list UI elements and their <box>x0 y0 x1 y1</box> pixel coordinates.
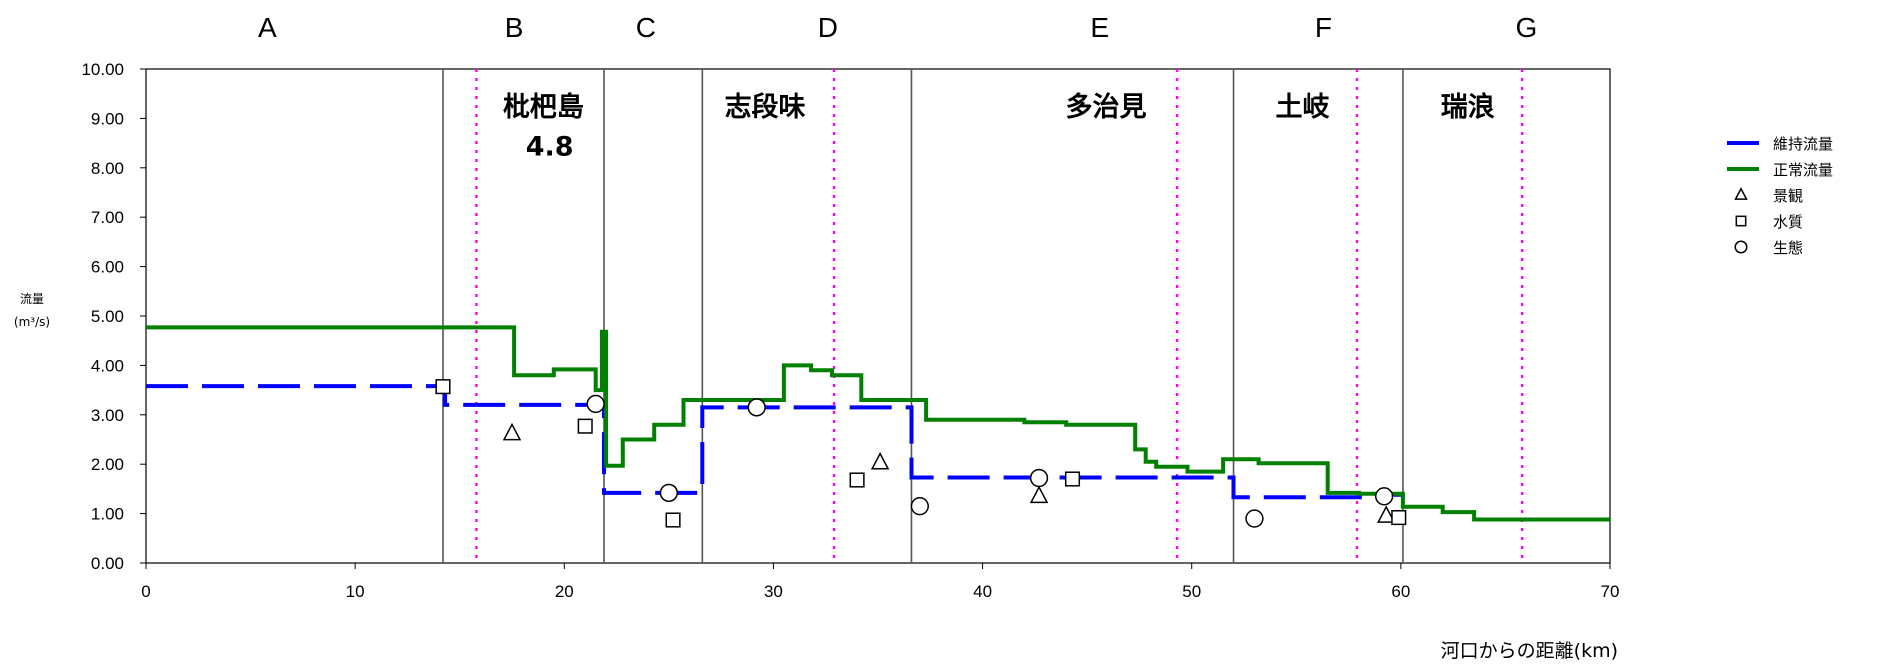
location-label: 瑞浪 <box>1441 91 1495 123</box>
square-marker <box>435 379 451 395</box>
legend-square-symbol <box>1735 215 1747 227</box>
square-marker <box>849 472 865 488</box>
y-tick-label: 5.00 <box>91 307 124 326</box>
triangle-marker <box>870 451 890 470</box>
x-tick-label: 70 <box>1601 582 1620 601</box>
x-axis-label: 河口からの距離(km) <box>1441 640 1618 662</box>
triangle-marker <box>502 422 522 441</box>
circle-marker <box>1029 468 1049 488</box>
x-tick-label: 10 <box>346 582 365 601</box>
chart-labels: 0.00 1.00 2.00 3.00 4.00 5.00 6.00 7.00 8.00 9.00… <box>14 12 1620 662</box>
location-label: 土岐 <box>1276 92 1330 123</box>
y-tick-label: 9.00 <box>91 109 124 128</box>
segment-label: C <box>636 12 656 43</box>
x-tick-label: 30 <box>764 582 783 601</box>
y-tick-label: 1.00 <box>91 505 124 524</box>
segment-label: B <box>505 12 524 43</box>
circle-marker <box>1245 509 1264 528</box>
normal-flow-line <box>146 325 1610 522</box>
segment-label: G <box>1515 12 1537 43</box>
legend-label: 水質 <box>1773 213 1803 231</box>
legend-label: 維持流量 <box>1773 135 1833 153</box>
triangle-marker <box>1029 485 1049 504</box>
location-label: 枇杷島 <box>503 92 584 123</box>
y-tick-label: 4.00 <box>91 356 124 375</box>
y-tick-label: 6.00 <box>91 258 124 277</box>
segment-label: F <box>1315 12 1332 43</box>
legend-label: 正常流量 <box>1773 161 1833 179</box>
x-tick-label: 20 <box>555 582 574 601</box>
y-tick-label: 0.00 <box>91 554 124 573</box>
location-label: 志段味 <box>725 92 806 123</box>
y-tick-label: 3.00 <box>91 406 124 425</box>
circle-marker <box>586 394 605 414</box>
location-label: 多治見 <box>1065 92 1146 123</box>
maintenance-flow-line <box>146 384 1403 500</box>
y-axis-unit: (m³/s) <box>14 315 50 329</box>
y-tick-label: 7.00 <box>91 208 124 227</box>
y-tick-label: 8.00 <box>91 159 124 178</box>
circle-marker <box>910 497 929 516</box>
segment-label: E <box>1090 12 1109 43</box>
legend-circle-symbol <box>1734 240 1748 254</box>
segment-label: D <box>818 12 838 43</box>
plot-area <box>145 68 1611 564</box>
series-lines <box>146 325 1610 522</box>
circle-marker <box>747 398 766 417</box>
legend-triangle-symbol <box>1734 187 1748 200</box>
legend-label: 生態 <box>1773 239 1803 257</box>
square-marker <box>1391 510 1407 526</box>
chart-frame <box>140 68 1611 569</box>
x-tick-label: 60 <box>1391 582 1410 601</box>
x-tick-label: 0 <box>141 582 150 601</box>
x-tick-label: 50 <box>1182 582 1201 601</box>
series-markers <box>435 379 1407 528</box>
square-marker <box>577 418 593 434</box>
legend-label: 景観 <box>1773 187 1803 205</box>
y-axis-label: 流量 <box>20 292 44 306</box>
y-tick-label: 10.00 <box>81 60 124 79</box>
square-marker <box>1064 471 1081 487</box>
square-marker <box>665 512 681 528</box>
location-label: 4.8 <box>526 132 574 163</box>
circle-marker <box>659 483 679 503</box>
segment-label: A <box>258 12 277 43</box>
circle-marker <box>1374 487 1394 506</box>
y-tick-label: 2.00 <box>91 455 124 474</box>
x-tick-label: 40 <box>973 582 992 601</box>
triangle-marker <box>1376 505 1396 523</box>
